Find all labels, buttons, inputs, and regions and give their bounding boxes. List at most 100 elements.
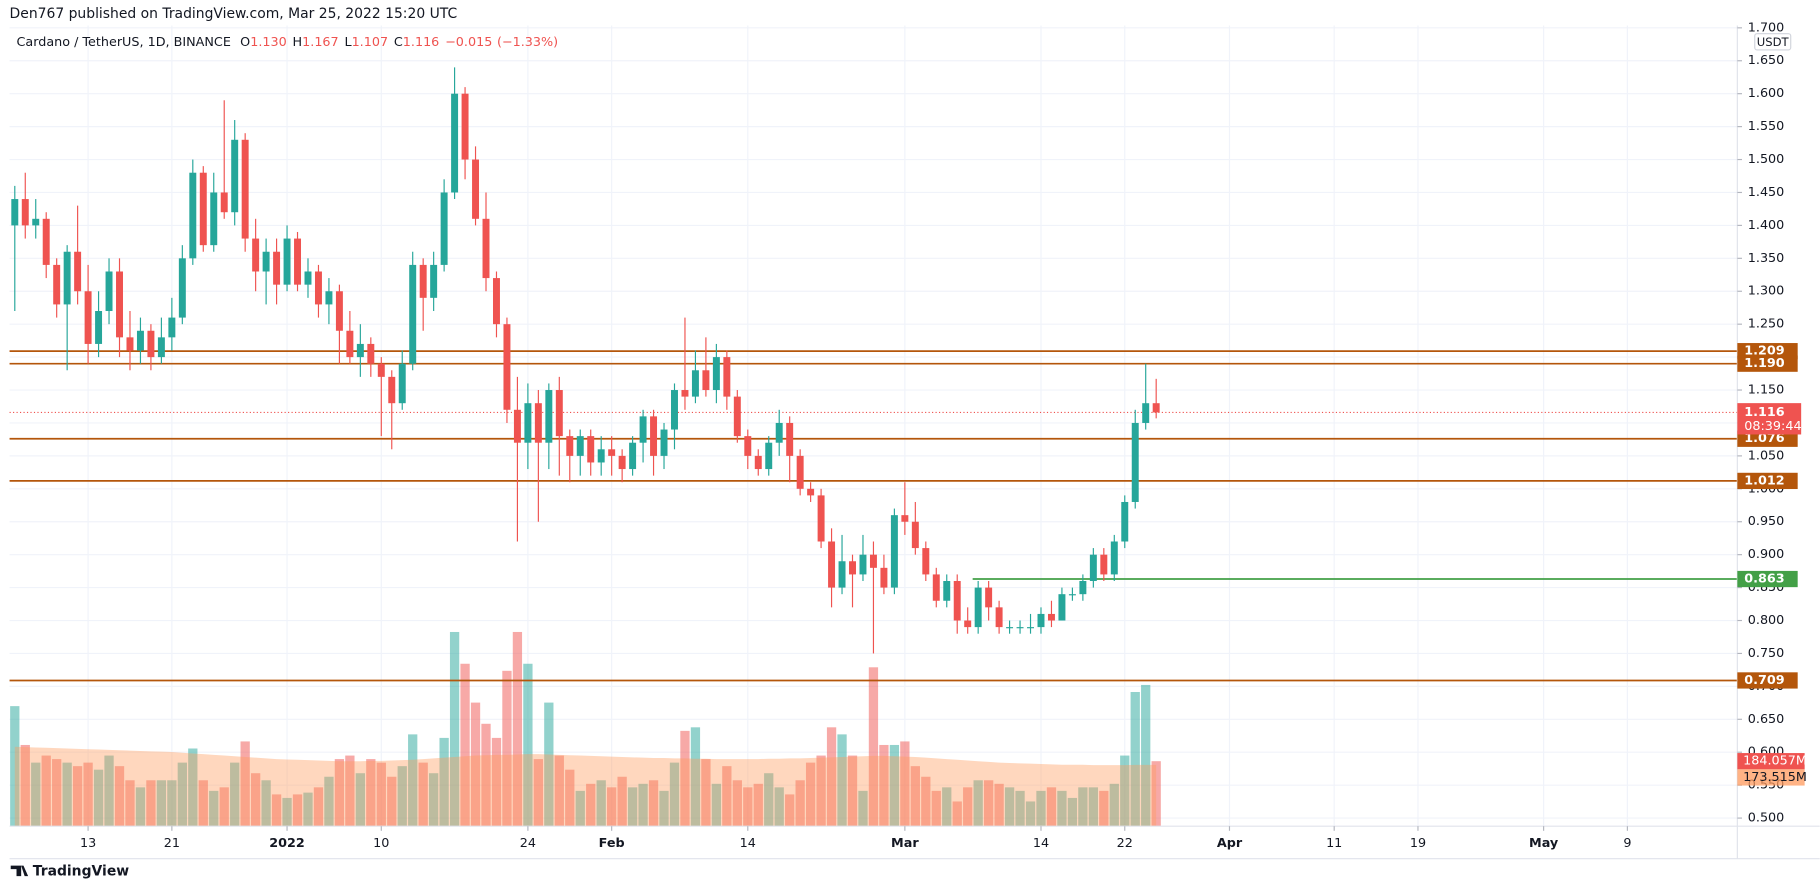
candle-body (681, 390, 689, 397)
volume-bar (512, 631, 523, 827)
symbol-legend: Cardano / TetherUS, 1D, BINANCE O1.130 H1.… (17, 34, 559, 49)
volume-bar (795, 780, 805, 827)
volume-bar (324, 776, 334, 827)
x-tick-label: 2022 (269, 836, 305, 851)
volume-bar (1004, 787, 1015, 827)
candle-body (430, 264, 438, 298)
candle-body (880, 567, 888, 588)
x-tick-label: Feb (599, 836, 625, 851)
candle-body (472, 159, 480, 219)
level-price-box (1737, 570, 1798, 588)
candle-body (932, 574, 940, 601)
volume-bar (764, 773, 774, 827)
currency-label[interactable]: USDT (1757, 35, 1790, 49)
candle-body (398, 363, 406, 404)
volume-bar (125, 780, 135, 827)
volume-bar (366, 759, 376, 827)
candle-body (817, 495, 825, 542)
candle-body (754, 455, 762, 470)
x-tick-label: 22 (1117, 836, 1133, 851)
candle-body (995, 607, 1003, 628)
volume-bar (544, 702, 554, 827)
candle-body (335, 291, 343, 331)
volume-bar (282, 797, 292, 827)
candle-body (922, 548, 930, 575)
volume-value-label: 184.057M (1743, 754, 1807, 769)
candle-body (168, 317, 176, 338)
volume-bar (439, 737, 449, 827)
candle-body (440, 192, 448, 265)
candle-body (513, 409, 521, 443)
currency-box[interactable] (1754, 33, 1792, 51)
candle-body (890, 515, 898, 588)
volume-bar (135, 787, 146, 827)
candle-body (807, 488, 815, 496)
volume-bar (104, 755, 114, 827)
y-tick-label: 1.450 (1748, 185, 1785, 200)
volume-bar (1015, 790, 1025, 827)
volume-bar (481, 723, 491, 827)
volume-bar (648, 780, 659, 827)
ohlc-value: 1.167 (302, 34, 339, 49)
volume-bar (1099, 790, 1109, 827)
volume-bar (230, 762, 240, 827)
y-tick-label: 1.050 (1748, 448, 1785, 463)
y-tick-label: 1.550 (1748, 119, 1785, 134)
candle-body (744, 436, 752, 456)
volume-bar (847, 755, 858, 827)
tv-logo[interactable] (10, 865, 29, 877)
volume-bar (805, 762, 816, 827)
candle-body (95, 311, 103, 344)
level-price-label: 1.076 (1744, 431, 1784, 446)
candle-body (545, 390, 553, 443)
volume-bar (219, 787, 229, 827)
candle-body (63, 251, 71, 305)
volume-bar (52, 759, 62, 827)
candle-body (901, 515, 909, 522)
candle-body (974, 587, 982, 628)
volume-bar (470, 702, 481, 827)
volume-bar (355, 773, 365, 827)
ohlc-key: H (293, 34, 303, 49)
candle-body (587, 436, 595, 463)
level-price-box (1737, 343, 1798, 360)
volume-bar (879, 744, 889, 827)
volume-bar (1141, 684, 1151, 827)
candle-body (231, 139, 239, 213)
volume-bar (1151, 761, 1161, 827)
candle-body (608, 449, 616, 456)
volume-bar (1130, 692, 1140, 827)
symbol-title: Cardano / TetherUS, 1D, BINANCE (17, 34, 231, 49)
candle-body (775, 422, 783, 443)
candle-body (492, 278, 500, 325)
volume-bar (114, 766, 125, 827)
candle-body (691, 370, 699, 397)
volume-bar (429, 773, 439, 827)
volume-bar (167, 780, 177, 827)
level-price-label: 1.190 (1744, 356, 1784, 371)
x-tick-label: 9 (1623, 836, 1631, 851)
volume-bar (596, 780, 606, 827)
candle-body (660, 429, 668, 456)
candle-body (786, 422, 794, 456)
volume-bar (826, 727, 837, 827)
volume-bar (523, 663, 533, 827)
footer-brand[interactable]: TradingView (33, 863, 129, 879)
volume-bar (240, 741, 250, 827)
volume-bar (868, 667, 879, 827)
candle-body (629, 442, 637, 470)
volume-bar (303, 792, 313, 827)
x-tick-label: 19 (1410, 836, 1426, 851)
change-value: −0.015 (445, 34, 492, 49)
candle-body (597, 449, 605, 463)
volume-bar (942, 787, 952, 827)
change-percent: (−1.33%) (497, 34, 558, 49)
candle-body (838, 561, 846, 588)
candle-body (21, 199, 29, 226)
volume-bar (774, 787, 784, 827)
candle-body (849, 561, 856, 575)
volume-bar (1078, 787, 1088, 827)
y-tick-label: 0.900 (1748, 547, 1785, 562)
candle-body (650, 416, 658, 456)
volume-bar (334, 759, 345, 827)
